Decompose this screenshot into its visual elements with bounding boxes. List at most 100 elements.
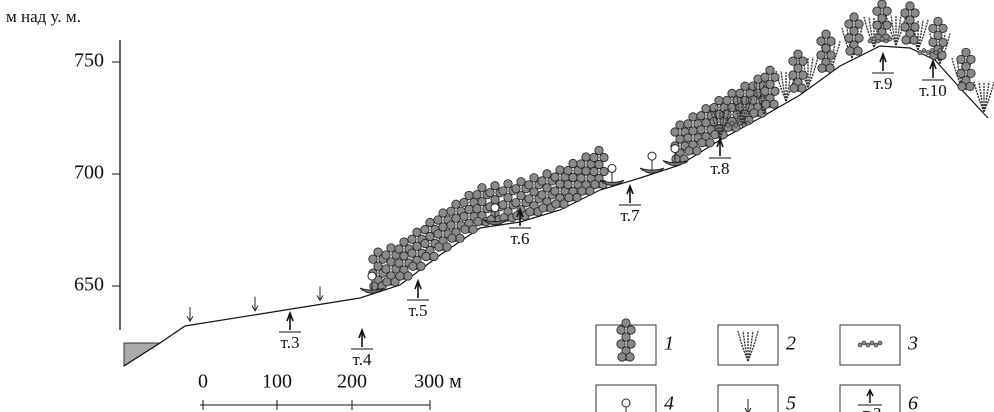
- tree-icon: [421, 218, 439, 260]
- tree-icon: [408, 228, 426, 270]
- tree-icon: [957, 48, 975, 90]
- tree-part: [794, 50, 802, 58]
- frond: [896, 15, 901, 45]
- legend-item: 1: [596, 319, 674, 365]
- tree-part: [770, 100, 778, 108]
- tree-part: [582, 153, 590, 161]
- tree-part: [854, 47, 862, 55]
- fern-icon: [974, 82, 994, 112]
- legend-number: 1: [664, 333, 674, 355]
- moss-part: [876, 39, 880, 43]
- tree-part: [685, 147, 693, 155]
- arrow: [187, 307, 193, 321]
- tree-part: [404, 272, 412, 280]
- tree-icon: [845, 13, 863, 55]
- tree-part: [689, 113, 697, 121]
- point-arrow: [627, 186, 633, 203]
- point-arrow: [930, 61, 936, 78]
- tree-part: [966, 82, 974, 90]
- tree-part: [702, 105, 710, 113]
- tree-part: [850, 13, 858, 21]
- tree-part: [591, 180, 599, 188]
- moss-part: [870, 341, 874, 345]
- moss-part: [858, 343, 862, 347]
- point-label: т.9: [874, 74, 893, 93]
- moss-part: [872, 37, 876, 41]
- point-label: т.6: [511, 229, 530, 248]
- moss-part: [918, 51, 922, 55]
- moss-part: [868, 39, 872, 43]
- tree-part: [526, 208, 534, 216]
- tree-part: [552, 200, 560, 208]
- legend-item: 5: [718, 385, 796, 412]
- tree-part: [766, 66, 774, 74]
- scale-label: 200: [337, 371, 367, 393]
- tree-part: [822, 30, 830, 38]
- arrow-down-icon: [252, 297, 258, 311]
- tree-part: [422, 252, 430, 260]
- tree-part: [595, 146, 603, 154]
- frond: [918, 20, 928, 50]
- moss-part: [926, 51, 930, 55]
- tree-part: [474, 218, 482, 226]
- y-tick-label: 650: [74, 274, 104, 296]
- tree-icon: [789, 50, 807, 92]
- tree-part: [426, 218, 434, 226]
- arrow-down-icon: [187, 307, 193, 321]
- tree-part: [578, 187, 586, 195]
- bloom: [608, 164, 616, 172]
- legend-number: 2: [786, 333, 796, 355]
- y-tick-label: 700: [74, 162, 104, 184]
- legend-item: 4: [596, 385, 674, 412]
- tree-part: [906, 2, 914, 10]
- tree-part: [846, 47, 854, 55]
- moss-part: [730, 121, 734, 125]
- moss-part: [746, 121, 750, 125]
- frond: [984, 82, 989, 112]
- point-label: т.4: [353, 350, 372, 369]
- scale-label: 300 м: [414, 371, 462, 393]
- tree-part: [741, 82, 749, 90]
- legend-number: 6: [908, 393, 918, 412]
- tree-part: [465, 191, 473, 199]
- tree-part: [934, 17, 942, 25]
- tree-part: [626, 353, 634, 361]
- tree-part: [706, 139, 714, 147]
- bloom: [622, 399, 630, 407]
- tree-part: [878, 0, 886, 8]
- tree-part: [435, 243, 443, 251]
- tree-part: [910, 36, 918, 44]
- tree-part: [693, 147, 701, 155]
- tree-part: [762, 100, 770, 108]
- legend-number: 4: [664, 393, 674, 412]
- tree-part: [383, 278, 391, 286]
- point-label: т.7: [621, 206, 640, 225]
- moss-part: [930, 49, 934, 53]
- legend-icon-label: т.3: [863, 404, 882, 412]
- bloom: [491, 204, 499, 212]
- tree-part: [443, 243, 451, 251]
- frond: [808, 57, 813, 87]
- point-arrow: [359, 330, 365, 347]
- tree-part: [565, 193, 573, 201]
- tree-part: [469, 225, 477, 233]
- profile-diagram: м над у. м. 650700750т.3т.4т.5т.6т.7т.8т…: [0, 0, 994, 412]
- tree-part: [798, 84, 806, 92]
- tree-part: [448, 234, 456, 242]
- tree-part: [417, 262, 425, 270]
- bloom: [648, 152, 656, 160]
- tree-part: [818, 64, 826, 72]
- point-label: т.10: [919, 81, 946, 100]
- y-tick-label: 750: [74, 50, 104, 72]
- moss-part: [742, 123, 746, 127]
- tree-part: [461, 225, 469, 233]
- tree-part: [374, 248, 382, 256]
- tree-part: [826, 64, 834, 72]
- tree-icon: [873, 0, 891, 42]
- flower-icon: [640, 152, 664, 173]
- tree-part: [409, 262, 417, 270]
- arrow-down-icon: [317, 286, 323, 300]
- moss-part: [874, 343, 878, 347]
- tree-icon: [901, 2, 919, 44]
- moss-part: [922, 49, 926, 53]
